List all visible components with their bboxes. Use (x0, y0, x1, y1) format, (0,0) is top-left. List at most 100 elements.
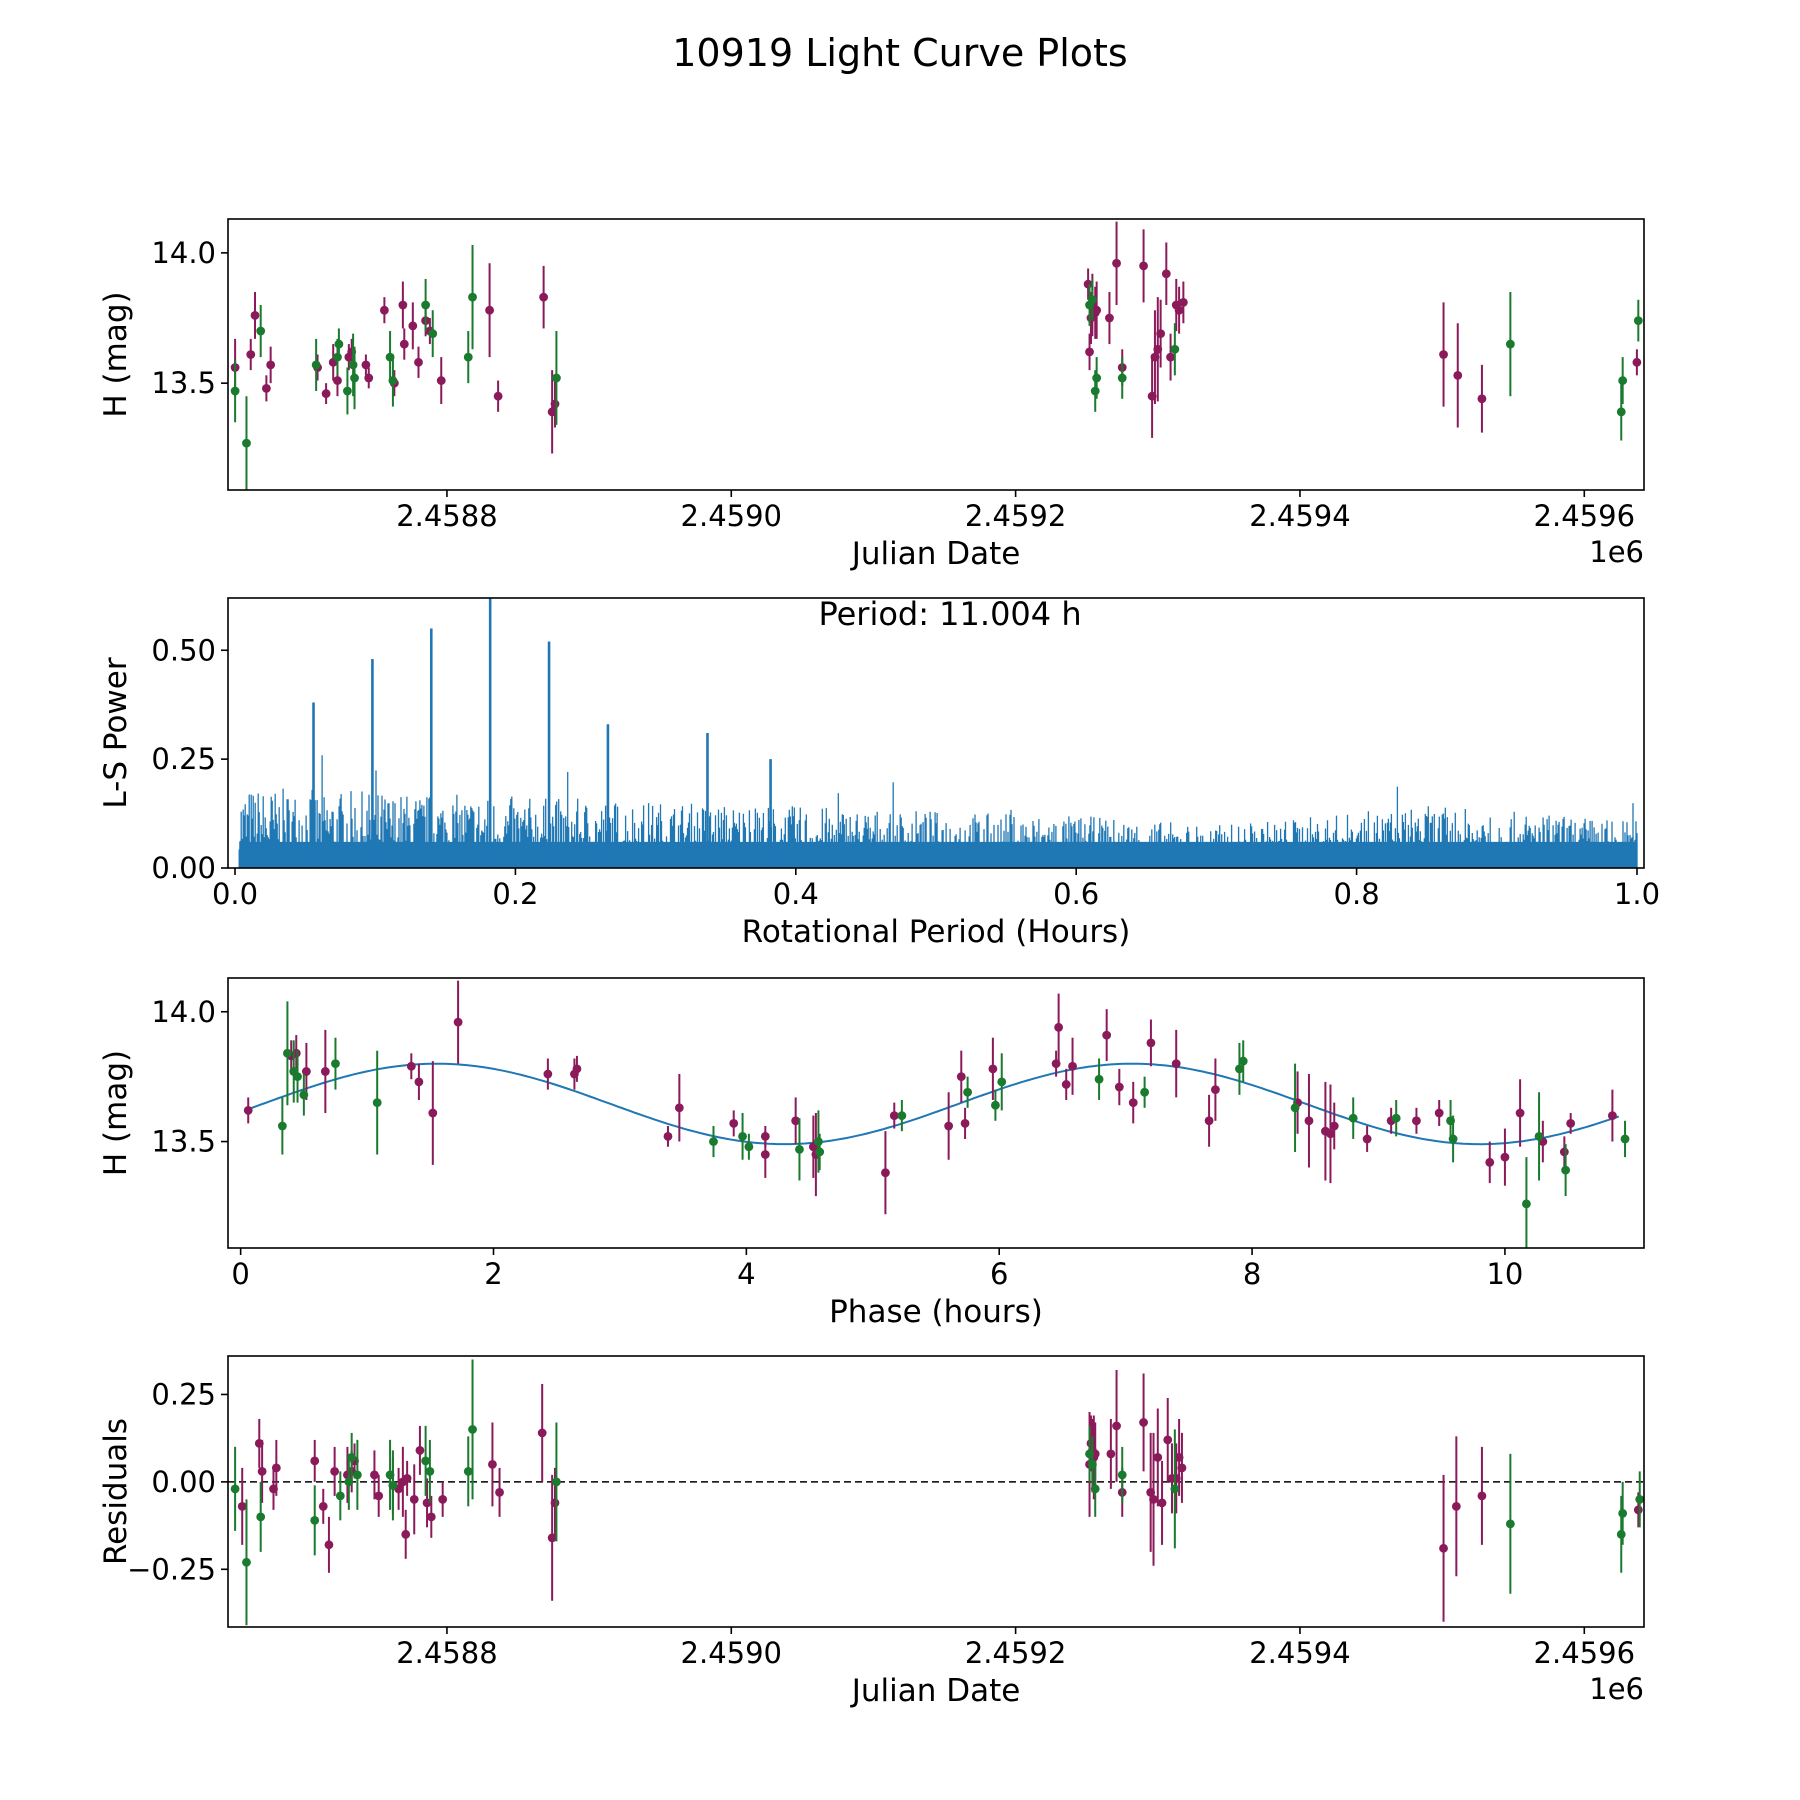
x-tick-label: 4 (737, 1257, 755, 1291)
magenta-data-point (1515, 1108, 1525, 1118)
green-data-point (242, 1557, 251, 1567)
magenta-data-point (960, 1118, 970, 1128)
x-tick-label: 6 (990, 1257, 1008, 1291)
x-tick-label: 2.4588 (396, 499, 497, 533)
magenta-data-point (1139, 1418, 1148, 1427)
x-tick-label: 0.0 (212, 877, 258, 911)
magenta-data-point (318, 1501, 328, 1511)
magenta-data-point (1068, 1061, 1077, 1071)
green-data-point (468, 292, 477, 302)
x-tick-label: 0.4 (773, 877, 819, 911)
green-data-point (335, 1491, 345, 1501)
green-data-point (1635, 1494, 1644, 1504)
residuals-axes-frame (227, 1355, 1645, 1628)
residuals-x-label: Julian Date (850, 1673, 1021, 1709)
magenta-data-point (1051, 1059, 1061, 1069)
green-data-point (963, 1087, 973, 1097)
magenta-data-point (760, 1150, 770, 1159)
magenta-data-point (543, 1069, 553, 1079)
magenta-data-point (1146, 1038, 1156, 1048)
green-data-point (463, 352, 473, 362)
green-data-point (1090, 386, 1100, 396)
magenta-data-point (436, 376, 446, 385)
green-data-point (388, 376, 398, 385)
magenta-data-point (364, 373, 374, 383)
green-data-point (1170, 344, 1180, 354)
magenta-data-point (760, 1131, 770, 1141)
residuals-points (228, 1359, 1644, 1626)
green-data-point (1534, 1131, 1544, 1141)
green-data-point (1616, 407, 1626, 417)
magenta-data-point (956, 1072, 966, 1082)
magenta-data-point (539, 292, 549, 302)
magenta-data-point (550, 399, 560, 409)
magenta-data-point (398, 300, 408, 310)
magenta-data-point (1102, 1030, 1112, 1040)
x-tick-label: 2.4596 (1534, 1636, 1635, 1670)
green-data-point (277, 1121, 287, 1131)
magenta-data-point (889, 1111, 899, 1120)
lightcurve-axes-frame (227, 218, 1645, 491)
green-data-point (738, 1131, 747, 1141)
magenta-data-point (1559, 1147, 1569, 1157)
magenta-data-point (438, 1494, 448, 1504)
x-tick-label: 0.8 (1334, 877, 1380, 911)
y-tick-label: 14.0 (151, 236, 216, 270)
magenta-data-point (1061, 1080, 1071, 1089)
residuals-x-ticks: 2.4588 2.4590 2.4592 2.4594 2.4596 (396, 1627, 1635, 1670)
magenta-data-point (330, 1466, 340, 1476)
magenta-data-point (428, 1108, 438, 1118)
magenta-data-point (1105, 313, 1114, 323)
green-data-point (709, 1137, 718, 1146)
green-data-point (1117, 373, 1127, 383)
green-data-point (814, 1137, 823, 1146)
green-data-point (421, 300, 431, 310)
power-spectrum-base (239, 841, 1637, 868)
green-data-point (1140, 1087, 1150, 1097)
x-tick-label: 0 (231, 1257, 249, 1291)
green-data-point (350, 373, 359, 383)
figure-title: 10919 Light Curve Plots (672, 31, 1127, 75)
magenta-data-point (495, 1487, 504, 1497)
x-tick-label: 2 (484, 1257, 502, 1291)
magenta-data-point (663, 1131, 673, 1141)
y-tick-label: 0.50 (151, 633, 216, 667)
phased-y-label: H (mag) (98, 1050, 134, 1176)
magenta-data-point (1161, 269, 1171, 279)
magenta-data-point (374, 1491, 384, 1501)
magenta-data-point (485, 305, 494, 315)
green-data-point (1391, 1113, 1401, 1123)
green-data-point (230, 1484, 240, 1494)
x-tick-label: 2.4592 (965, 499, 1066, 533)
magenta-data-point (1477, 1491, 1487, 1501)
magenta-data-point (537, 1428, 547, 1438)
green-data-point (1633, 316, 1643, 326)
magenta-data-point (301, 1067, 311, 1076)
periodogram-y-ticks: 0.00 0.25 0.50 (151, 633, 228, 885)
residuals-y-label: Residuals (98, 1418, 134, 1565)
green-data-point (463, 1466, 473, 1476)
magenta-data-point (237, 1501, 247, 1511)
residuals-offset-label: 1e6 (1589, 1672, 1644, 1706)
magenta-data-point (321, 389, 331, 398)
phased-points (243, 980, 1630, 1248)
x-tick-label: 2.4594 (1249, 499, 1350, 533)
phased-x-ticks: 0 2 4 6 8 10 (231, 1248, 1523, 1291)
green-data-point (348, 360, 358, 370)
green-data-point (428, 329, 438, 339)
x-tick-label: 10 (1486, 1257, 1523, 1291)
green-data-point (815, 1147, 825, 1157)
phased-x-label: Phase (hours) (829, 1294, 1043, 1330)
magenta-data-point (379, 305, 389, 315)
periodogram-panel: 0.00 0.25 0.50 0.0 0.2 0.4 0.6 0.8 1.0 Rotation… (98, 595, 1660, 950)
green-data-point (1616, 1529, 1626, 1539)
magenta-data-point (488, 1460, 497, 1469)
green-data-point (1170, 1484, 1180, 1494)
green-data-point (1620, 1134, 1630, 1144)
magenta-data-point (1304, 1116, 1314, 1126)
green-data-point (299, 1090, 309, 1100)
model-fit-line (246, 1062, 1620, 1146)
magenta-data-point (1156, 329, 1166, 339)
y-tick-label: 0.00 (151, 1465, 216, 1499)
